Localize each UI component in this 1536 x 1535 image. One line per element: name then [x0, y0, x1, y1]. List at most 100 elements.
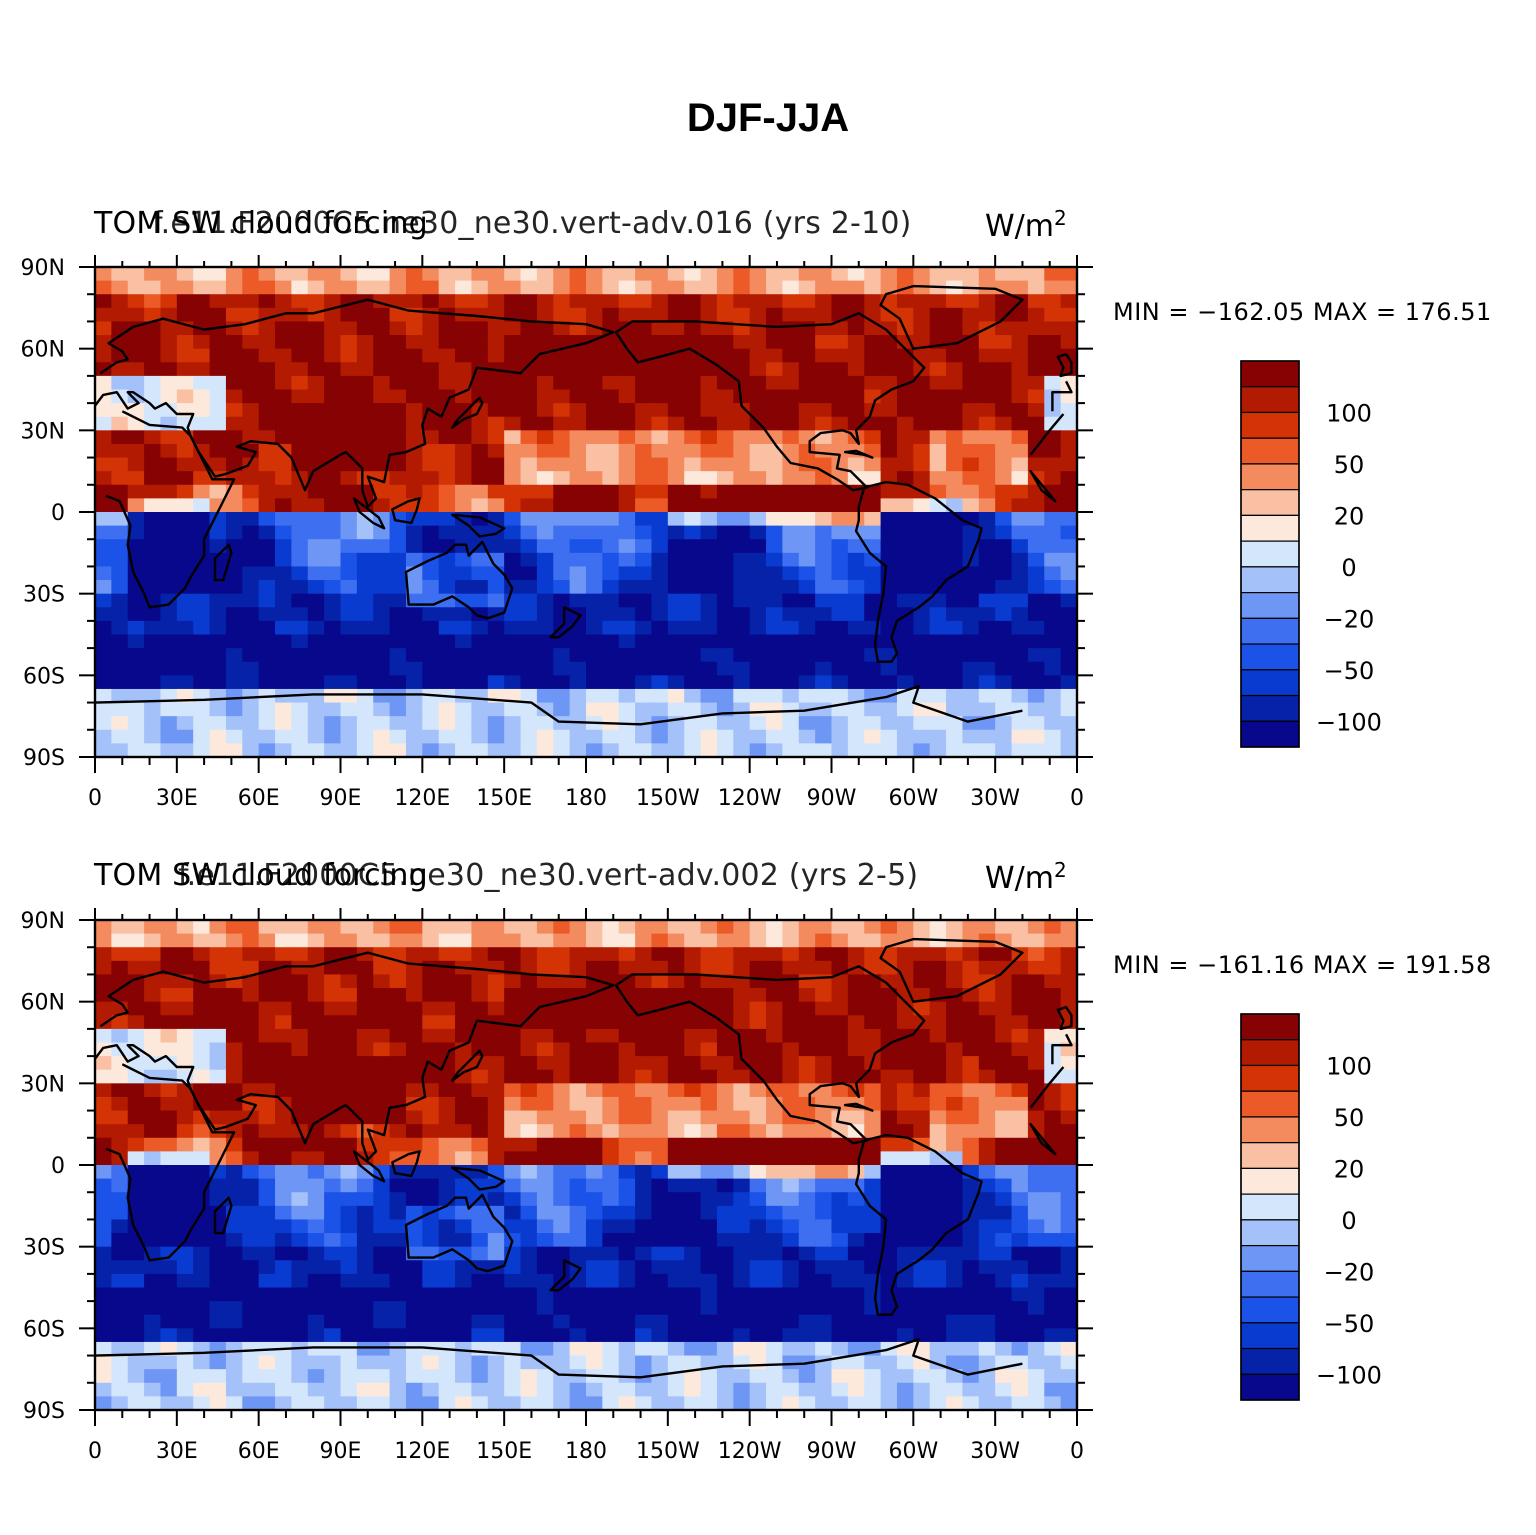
field-cell	[962, 1233, 980, 1248]
field-cell	[1044, 920, 1062, 935]
field-cell	[864, 267, 882, 282]
field-cell	[95, 280, 112, 295]
field-cell	[405, 280, 423, 295]
field-cell	[144, 335, 162, 350]
field-cell	[176, 457, 194, 472]
field-cell	[520, 471, 538, 486]
field-cell	[618, 1233, 636, 1248]
field-cell	[1011, 1205, 1029, 1221]
field-cell	[209, 335, 227, 350]
field-cell	[635, 947, 653, 962]
field-cell	[946, 1096, 964, 1112]
field-cell	[929, 1178, 947, 1193]
field-cell	[389, 1219, 407, 1234]
field-cell	[389, 1246, 407, 1261]
field-cell	[766, 294, 783, 309]
field-cell	[389, 1355, 407, 1370]
field-cell	[258, 1001, 276, 1016]
y-tick-label: 60N	[21, 991, 65, 1016]
field-cell	[258, 321, 276, 336]
field-cell	[422, 1165, 440, 1180]
field-cell	[520, 1233, 538, 1248]
field-cell	[602, 362, 620, 377]
colorbar-label: 20	[1334, 1155, 1365, 1183]
field-cell	[962, 1178, 980, 1193]
field-cell	[1060, 403, 1078, 418]
field-cell	[864, 375, 882, 391]
field-cell	[176, 1369, 194, 1384]
field-cell	[569, 1151, 587, 1166]
field-cell	[684, 947, 702, 962]
field-cell	[258, 389, 276, 404]
field-cell	[144, 457, 162, 472]
field-cell	[831, 1069, 849, 1084]
field-cell	[618, 335, 636, 350]
field-cell	[487, 267, 505, 282]
field-cell	[536, 1273, 554, 1289]
field-cell	[291, 430, 309, 445]
field-cell	[176, 1273, 194, 1289]
field-cell	[193, 335, 211, 350]
field-cell	[586, 1001, 603, 1016]
field-cell	[504, 267, 522, 282]
field-cell	[700, 1056, 718, 1071]
field-cell	[209, 920, 227, 935]
field-cell	[209, 1369, 227, 1384]
field-cell	[831, 1369, 849, 1384]
field-cell	[815, 1096, 833, 1112]
field-cell	[275, 1192, 292, 1207]
field-cell	[1044, 1028, 1062, 1044]
field-cell	[160, 1273, 178, 1289]
field-cell	[978, 1083, 996, 1098]
field-cell	[95, 1110, 112, 1125]
field-cell	[471, 920, 489, 935]
field-cell	[766, 1165, 783, 1180]
field-cell	[242, 933, 260, 948]
field-cell	[569, 539, 587, 554]
field-cell	[618, 280, 636, 295]
field-cell	[471, 1096, 489, 1112]
field-cell	[929, 321, 947, 336]
field-cell	[422, 1110, 440, 1125]
field-cell	[389, 525, 407, 540]
field-cell	[733, 1246, 751, 1261]
field-cell	[815, 1219, 833, 1234]
field-cell	[242, 1151, 260, 1166]
field-cell	[978, 430, 996, 445]
field-cell	[667, 1246, 685, 1261]
field-cell	[1011, 1015, 1029, 1030]
field-cell	[176, 539, 194, 554]
field-cell	[1011, 1233, 1029, 1248]
field-cell	[700, 1178, 718, 1193]
field-cell	[471, 1314, 489, 1329]
field-cell	[1027, 294, 1045, 309]
field-cell	[1044, 443, 1062, 459]
field-cell	[831, 457, 849, 472]
field-cell	[324, 974, 342, 989]
field-cell	[520, 280, 538, 295]
field-cell	[864, 457, 882, 472]
field-cell	[946, 457, 964, 472]
field-cell	[700, 1341, 718, 1357]
field-cell	[896, 1369, 914, 1384]
field-cell	[242, 552, 260, 568]
field-cell	[389, 1042, 407, 1057]
field-cell	[95, 1178, 112, 1193]
field-cell	[553, 1110, 571, 1125]
field-cell	[569, 1056, 587, 1071]
field-cell	[913, 294, 931, 309]
field-cell	[782, 1314, 800, 1329]
field-cell	[651, 403, 669, 418]
field-cell	[307, 1083, 325, 1098]
field-cell	[684, 1273, 702, 1289]
field-cell	[340, 960, 358, 976]
field-cell	[275, 1001, 292, 1016]
field-cell	[667, 947, 685, 962]
field-cell	[618, 294, 636, 309]
field-cell	[700, 1273, 718, 1289]
field-cell	[487, 484, 505, 499]
field-cell	[536, 947, 554, 962]
field-cell	[553, 920, 571, 935]
field-cell	[569, 920, 587, 935]
field-cell	[995, 1205, 1013, 1221]
